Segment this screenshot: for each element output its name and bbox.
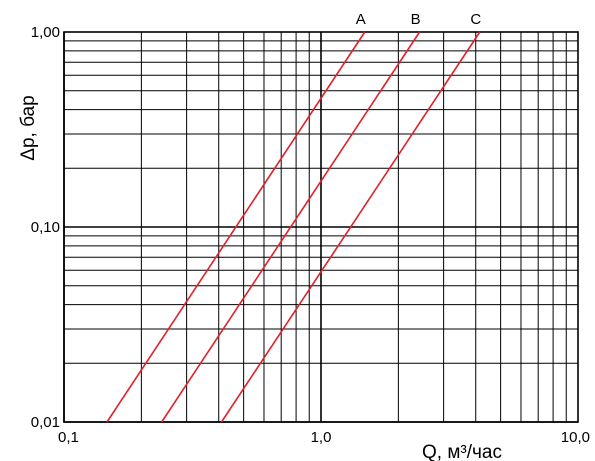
series-label-c: C <box>470 11 481 28</box>
series-line-c <box>220 31 481 423</box>
series-label-b: B <box>411 11 421 28</box>
x-tick-label: 1,0 <box>311 429 332 446</box>
x-tick-labels: 0,1 1,0 10,0 <box>58 429 590 446</box>
y-tick-label: 0,10 <box>31 219 60 236</box>
series-label-a: A <box>356 11 366 28</box>
y-tick-label: 0,01 <box>31 414 60 431</box>
y-tick-label: 1,00 <box>31 24 60 41</box>
series-layer: A B C <box>106 11 481 423</box>
plot-frame <box>63 31 579 423</box>
x-tick-label: 10,0 <box>561 429 590 446</box>
x-axis-label: Q, м³/час <box>422 442 502 461</box>
y-axis-label: Δp, бар <box>18 95 39 160</box>
x-tick-label: 0,1 <box>58 429 79 446</box>
series-line-b <box>161 31 421 423</box>
series-line-a <box>106 31 366 423</box>
y-tick-labels: 0,01 0,10 1,00 <box>31 24 60 431</box>
